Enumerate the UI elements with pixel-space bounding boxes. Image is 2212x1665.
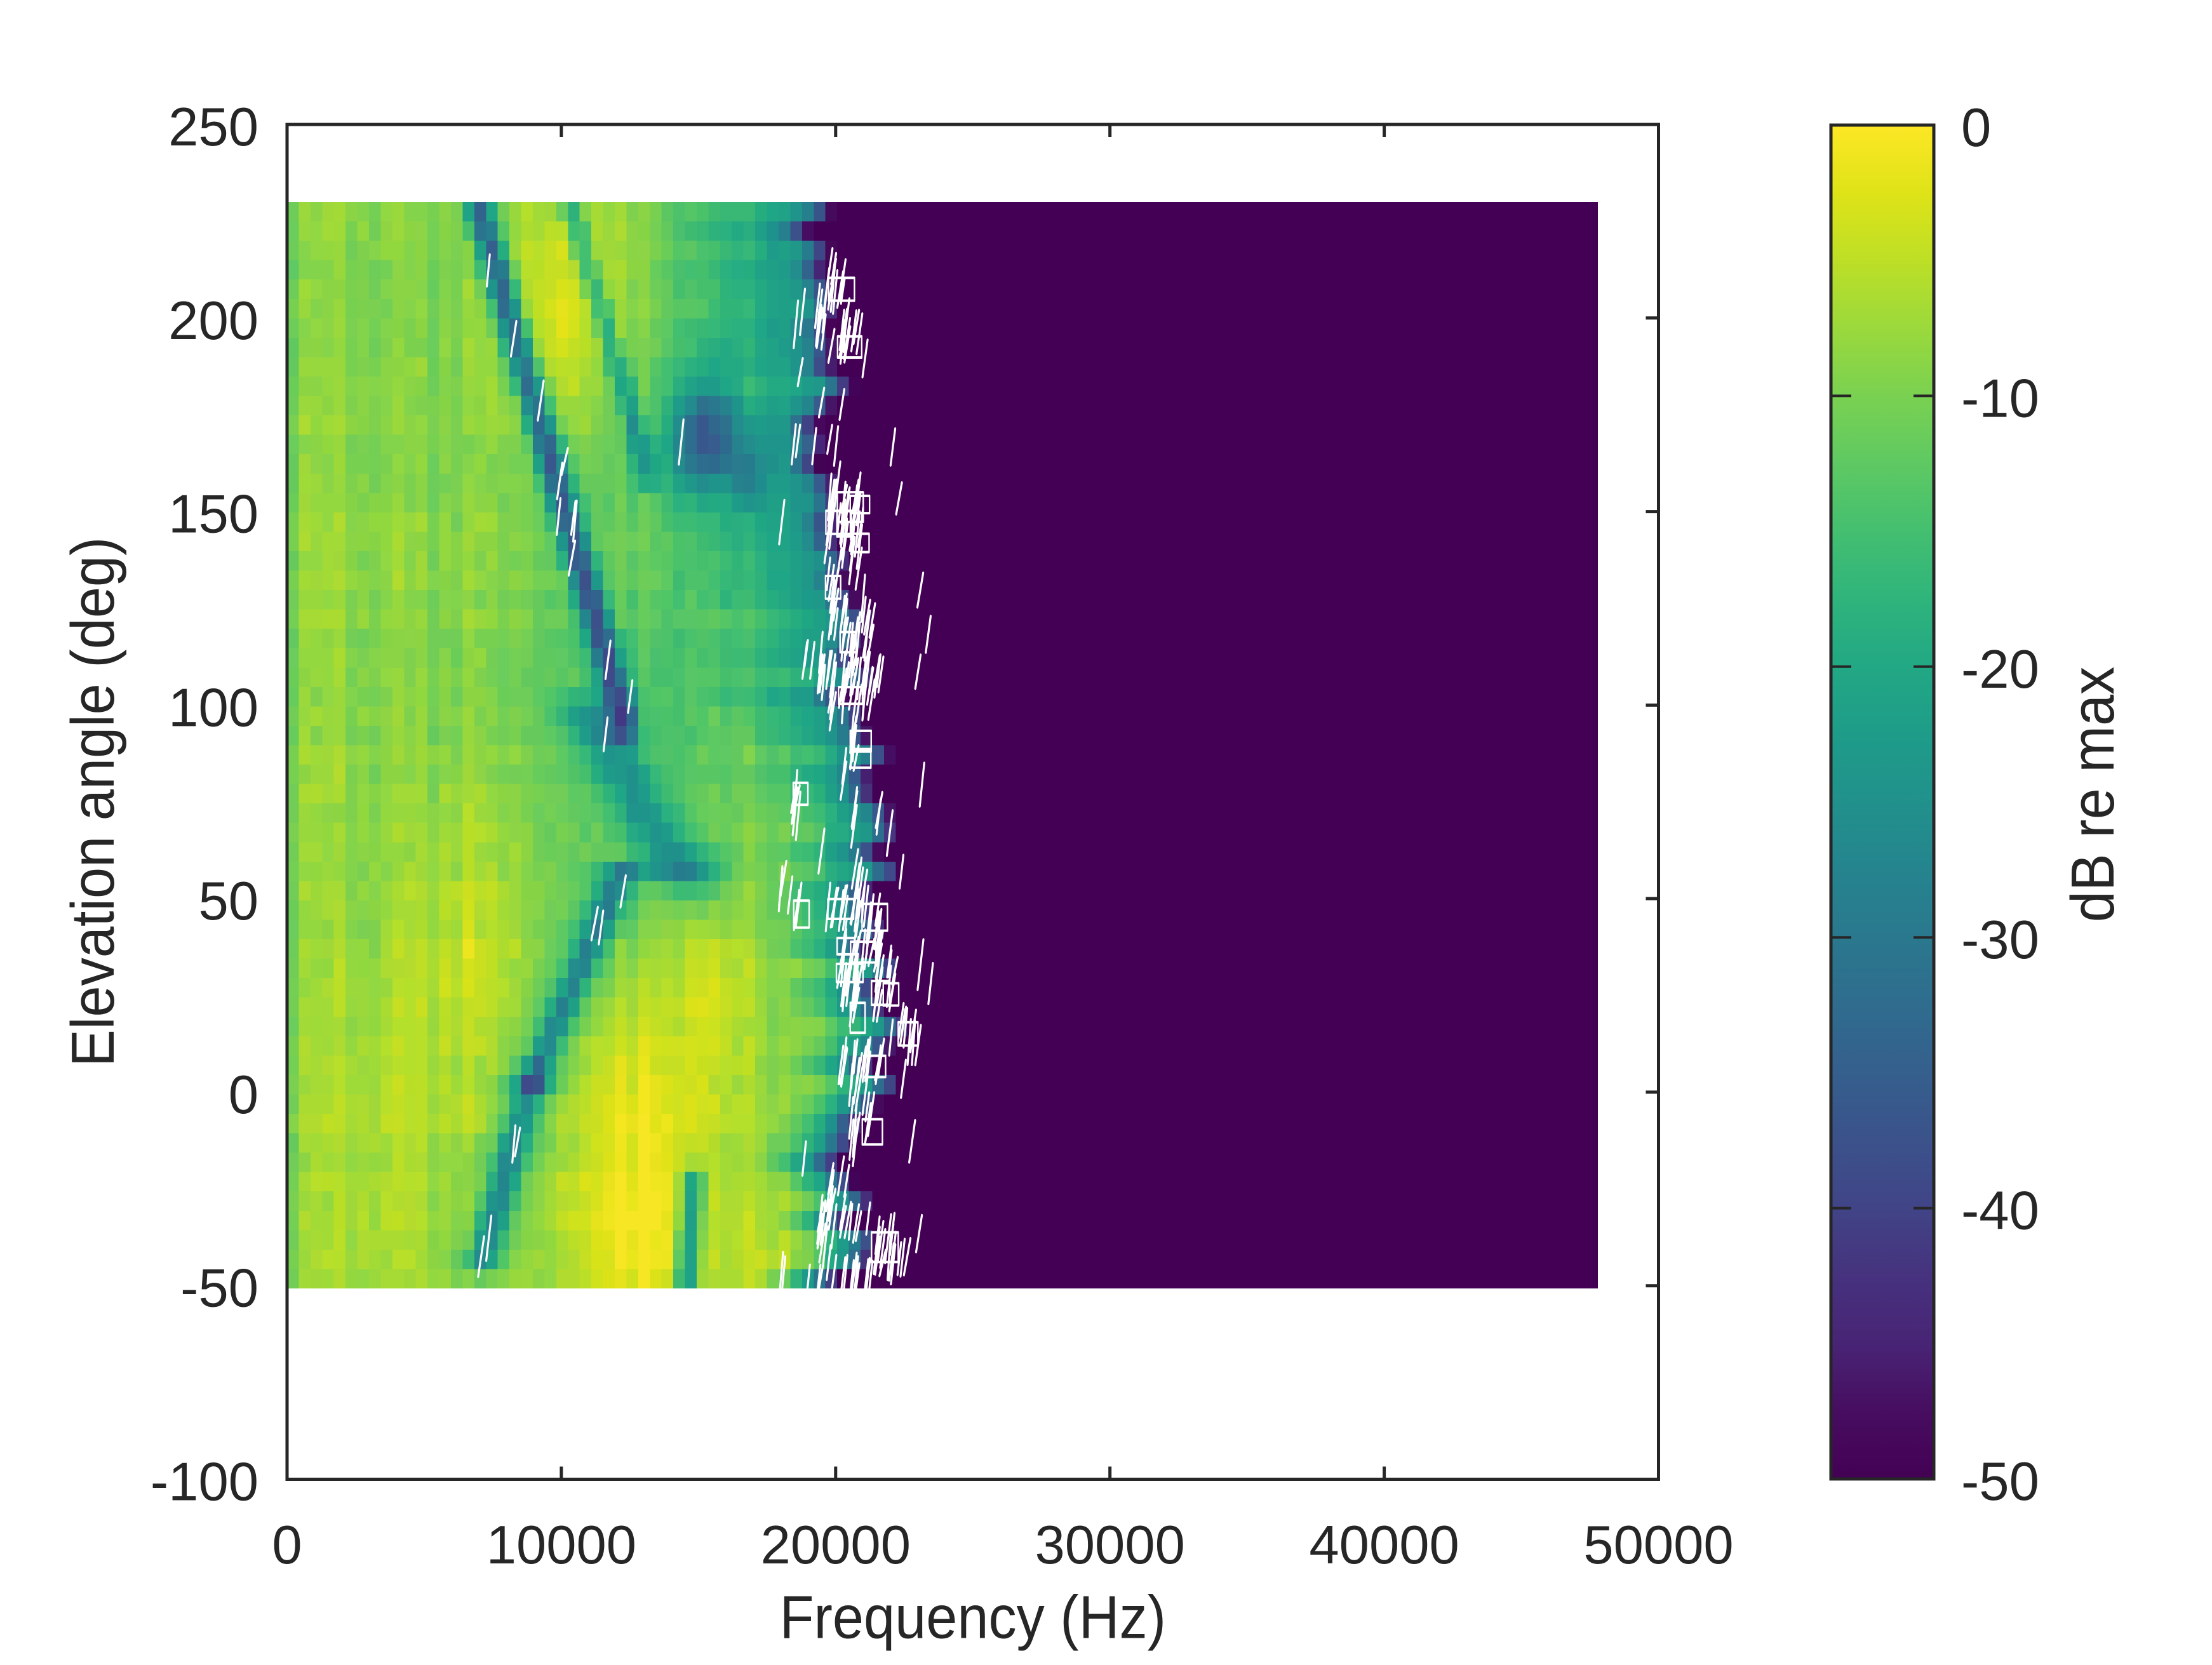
svg-text:-50: -50 xyxy=(180,1259,258,1319)
svg-text:10000: 10000 xyxy=(486,1515,636,1575)
svg-text:Elevation angle (deg): Elevation angle (deg) xyxy=(59,537,127,1067)
svg-text:100: 100 xyxy=(168,678,258,738)
svg-text:0: 0 xyxy=(272,1515,302,1575)
svg-text:0: 0 xyxy=(1961,98,1991,158)
svg-text:-100: -100 xyxy=(151,1452,258,1513)
svg-text:50000: 50000 xyxy=(1583,1515,1733,1575)
svg-text:250: 250 xyxy=(168,97,258,157)
svg-text:200: 200 xyxy=(168,291,258,351)
svg-text:-10: -10 xyxy=(1961,368,2039,429)
svg-text:40000: 40000 xyxy=(1309,1515,1459,1575)
svg-text:-20: -20 xyxy=(1961,639,2039,700)
svg-text:30000: 30000 xyxy=(1035,1515,1185,1575)
svg-text:0: 0 xyxy=(229,1065,258,1125)
svg-text:-30: -30 xyxy=(1961,910,2039,970)
svg-text:-50: -50 xyxy=(1961,1452,2039,1512)
svg-text:dB re max: dB re max xyxy=(2059,667,2127,922)
svg-text:150: 150 xyxy=(168,485,258,545)
svg-text:-40: -40 xyxy=(1961,1181,2039,1241)
svg-text:20000: 20000 xyxy=(761,1515,911,1575)
svg-text:Frequency (Hz): Frequency (Hz) xyxy=(780,1583,1166,1651)
svg-text:50: 50 xyxy=(198,871,258,932)
